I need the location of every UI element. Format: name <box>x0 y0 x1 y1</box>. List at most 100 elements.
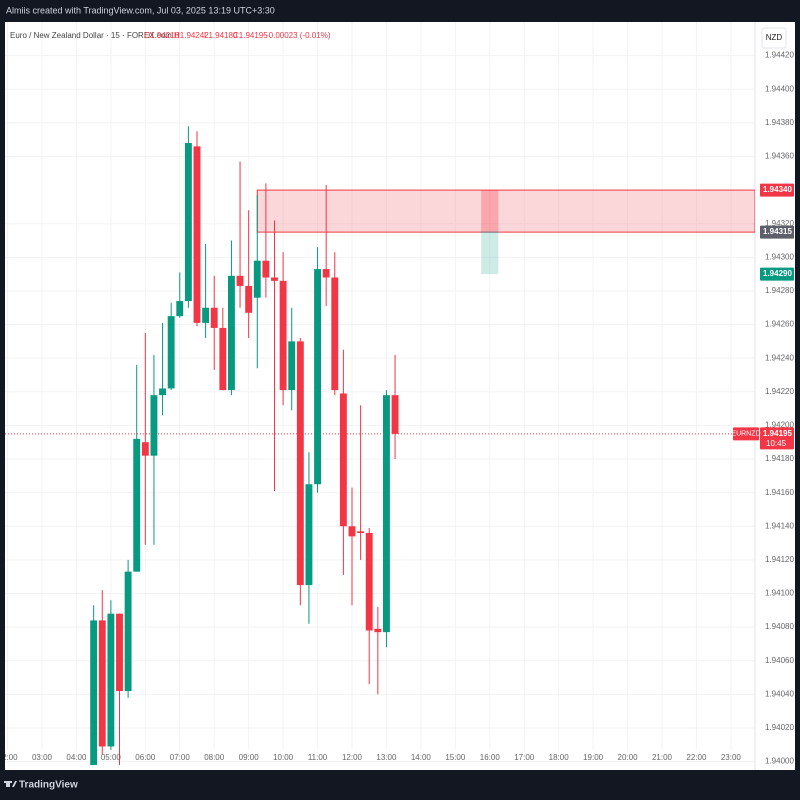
candle-body <box>374 628 382 633</box>
candle-body <box>331 277 339 391</box>
candle-body <box>305 484 313 586</box>
candle-body <box>124 571 132 691</box>
last-price-bg <box>760 427 794 450</box>
candle-body <box>133 438 141 572</box>
y-tick-label: 1.94300 <box>765 252 794 261</box>
target-label-bg <box>760 267 794 281</box>
symbol-badge-bg <box>733 427 759 441</box>
brand-logo <box>4 781 17 787</box>
y-tick-label: 1.94240 <box>765 353 794 362</box>
candle-body <box>116 613 123 691</box>
x-tick-label: 23:00 <box>721 753 742 762</box>
candle-body <box>184 143 192 302</box>
countdown: 10:45 <box>766 439 787 448</box>
legend-close: C1.94195 <box>233 31 268 40</box>
candle-body <box>288 341 296 391</box>
x-tick-label: 22:00 <box>686 753 707 762</box>
y-tick-label: 1.94140 <box>765 521 794 530</box>
y-tick-label: 1.94100 <box>765 589 794 598</box>
y-tick-label: 1.94080 <box>765 622 794 631</box>
candle-body <box>262 260 270 278</box>
x-tick-label: 19:00 <box>583 753 604 762</box>
candle-body <box>357 531 365 533</box>
x-tick-label: 08:00 <box>204 753 225 762</box>
candle-body <box>90 620 98 765</box>
credit: Almiis created with TradingView.com, Jul… <box>6 5 275 15</box>
chart-area <box>5 22 795 770</box>
x-tick-label: 11:00 <box>308 753 328 762</box>
y-tick-label: 1.94020 <box>765 723 794 732</box>
candle-body <box>210 307 218 328</box>
x-tick-label: 10:00 <box>273 753 294 762</box>
candle-body <box>202 307 210 323</box>
y-tick-label: 1.94400 <box>765 84 794 93</box>
candle-body <box>219 327 227 391</box>
legend-low: L1.94180 <box>204 31 238 40</box>
candle-body <box>382 395 390 633</box>
y-tick-label: 1.94280 <box>765 286 794 295</box>
candle-body <box>236 275 244 286</box>
x-tick-label: 09:00 <box>239 753 260 762</box>
y-tick-label: 1.94220 <box>765 387 794 396</box>
candle-body <box>391 395 399 434</box>
x-tick-label: 02:00 <box>0 753 18 762</box>
y-tick-label: 1.94060 <box>765 656 794 665</box>
y-tick-label: 1.94360 <box>765 152 794 161</box>
x-tick-label: 17:00 <box>514 753 535 762</box>
symbol-badge: EURNZD <box>731 431 760 438</box>
x-tick-label: 06:00 <box>135 753 156 762</box>
x-tick-label: 05:00 <box>101 753 122 762</box>
y-tick-label: 1.94040 <box>765 689 794 698</box>
x-tick-label: 12:00 <box>342 753 363 762</box>
x-tick-label: 04:00 <box>66 753 87 762</box>
candle-body <box>339 393 347 527</box>
candle-body <box>271 277 278 281</box>
zone-top-label: 1.94340 <box>763 185 792 194</box>
last-price: 1.94195 <box>763 429 792 438</box>
plot: 02:00 03:00 04:00 05:00 06:00 07:00 08:00 09:00… <box>0 22 755 765</box>
y-tick-label: 1.94380 <box>765 118 794 127</box>
candle-body <box>176 301 184 317</box>
entry-label-bg <box>760 225 794 239</box>
x-tick-label: 20:00 <box>618 753 639 762</box>
x-tick-label: 03:00 <box>32 753 53 762</box>
candle-body <box>314 269 321 485</box>
currency[interactable]: NZD <box>766 33 783 42</box>
candle-body <box>348 526 356 537</box>
candle-body <box>279 280 287 391</box>
zone <box>256 189 755 233</box>
y-tick-label: 1.94320 <box>765 219 794 228</box>
zone-top-label-bg <box>760 183 794 197</box>
candle-body <box>227 275 235 391</box>
candle-body <box>193 146 201 323</box>
candle-body <box>167 316 175 389</box>
candle-body <box>245 285 253 313</box>
y-tick-label: 1.94260 <box>765 320 794 329</box>
candle-body <box>141 442 149 456</box>
x-tick-label: 21:00 <box>652 753 673 762</box>
x-tick-label: 18:00 <box>549 753 570 762</box>
axes: 1.94000 1.94020 1.94040 1.94060 1.94080 1.941… <box>731 51 794 766</box>
y-tick-label: 1.94000 <box>765 757 794 766</box>
position-reward <box>481 232 499 275</box>
entry-label: 1.94315 <box>763 227 792 236</box>
position-risk <box>481 190 499 233</box>
y-tick-label: 1.94120 <box>765 555 794 564</box>
candle-body <box>150 395 158 456</box>
candle-body <box>296 341 304 586</box>
currency-button[interactable] <box>761 27 787 49</box>
x-tick-label: 16:00 <box>480 753 501 762</box>
brand: TradingView <box>19 780 78 791</box>
y-tick-label: 1.94180 <box>765 454 794 463</box>
legend-change: -0.00023 (-0.01%) <box>266 31 331 40</box>
legend-high: H1.94242 <box>174 31 209 40</box>
symbol-legend: Euro / New Zealand Dollar · 15 · FOREX.c… <box>10 31 172 40</box>
candle-body <box>159 388 166 396</box>
candle-body <box>107 613 115 747</box>
x-tick-label: 15:00 <box>445 753 466 762</box>
y-tick-label: 1.94160 <box>765 488 794 497</box>
x-tick-label: 07:00 <box>170 753 191 762</box>
y-tick-label: 1.94420 <box>765 51 794 60</box>
